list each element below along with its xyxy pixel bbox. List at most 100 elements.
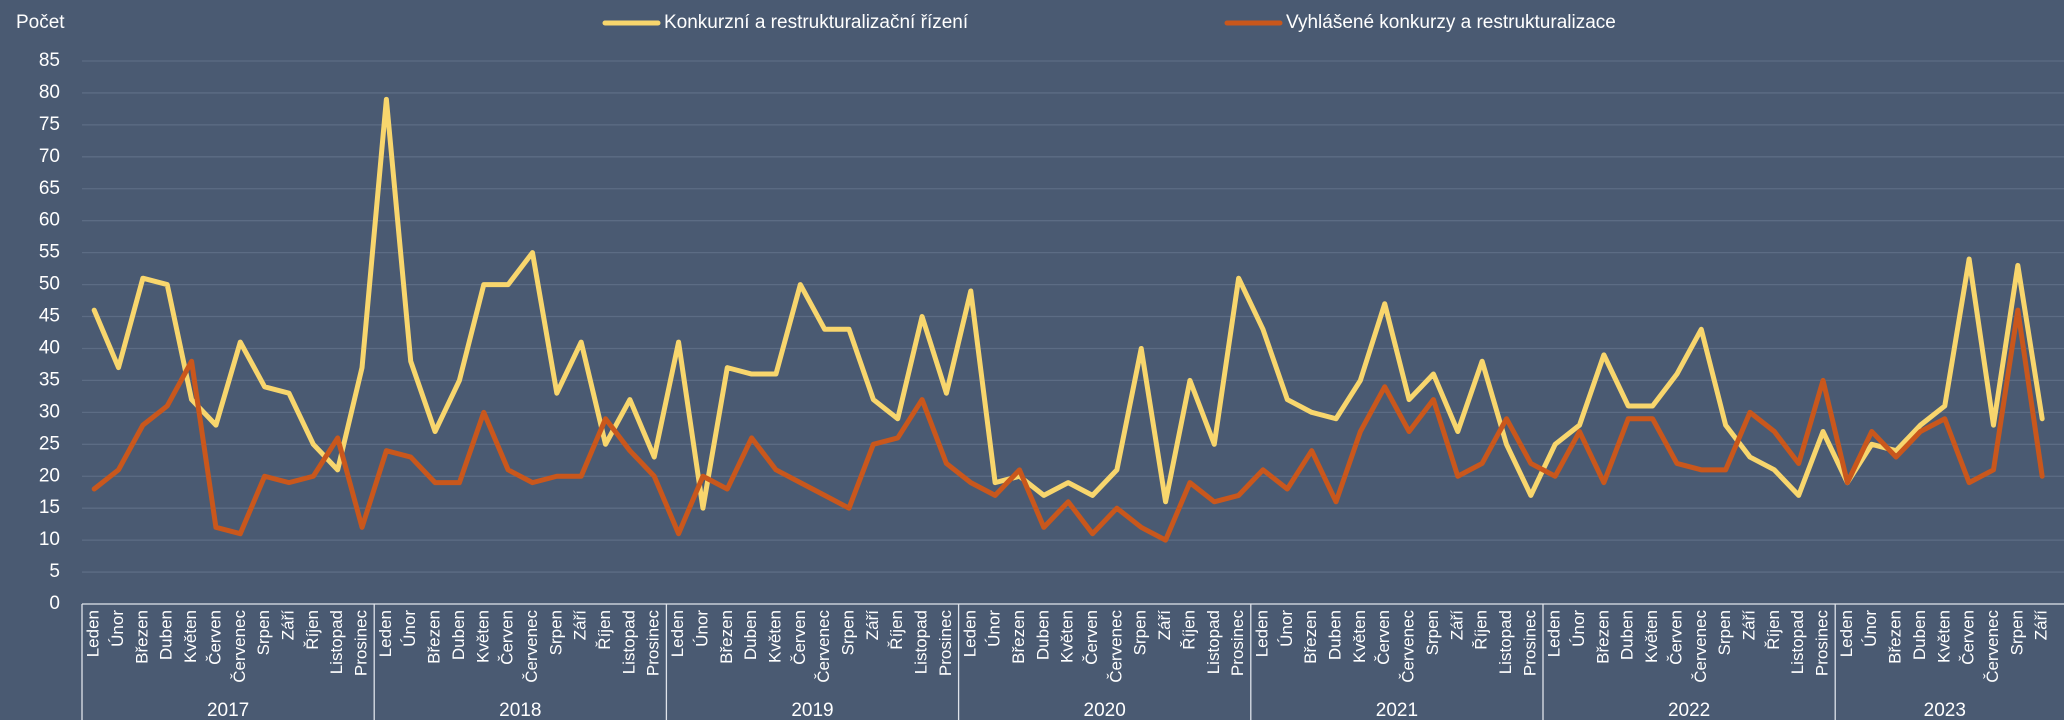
group-label: 2017 <box>207 700 249 720</box>
legend-label: Vyhlášené konkurzy a restrukturalizace <box>1286 12 1616 33</box>
series-line <box>91 96 2045 511</box>
x-tick-label: Prosinec <box>644 610 663 677</box>
x-tick-label: Srpen <box>254 610 273 655</box>
x-tick-label: Květen <box>765 610 784 663</box>
x-tick-label: Leden <box>668 610 687 657</box>
x-tick-label: Listopad <box>1788 610 1807 674</box>
y-tick-label: 35 <box>39 369 60 390</box>
x-tick-label: Květen <box>1934 610 1953 663</box>
group-label: 2021 <box>1376 700 1418 720</box>
group-label: 2022 <box>1668 700 1710 720</box>
x-tick-label: Srpen <box>1131 610 1150 655</box>
x-tick-label: Říjen <box>887 610 906 650</box>
y-tick-label: 30 <box>39 401 60 422</box>
x-tick-label: Únor <box>1569 610 1588 647</box>
x-tick-label: Březen <box>1301 610 1320 664</box>
x-tick-label: Srpen <box>546 610 565 655</box>
x-tick-label: Leden <box>1837 610 1856 657</box>
x-tick-label: Září <box>2032 610 2051 641</box>
y-tick-label: 0 <box>49 593 60 614</box>
x-tick-label: Březen <box>425 610 444 664</box>
x-tick-label: Červenec <box>1691 610 1710 683</box>
x-tick-label: Duben <box>1910 610 1929 660</box>
x-tick-label: Duben <box>1618 610 1637 660</box>
x-tick-label: Duben <box>1326 610 1345 660</box>
x-tick-label: Leden <box>84 610 103 657</box>
x-tick-label: Říjen <box>1764 610 1783 650</box>
x-tick-label: Srpen <box>1715 610 1734 655</box>
x-tick-label: Únor <box>1277 610 1296 647</box>
y-tick-label: 20 <box>39 465 60 486</box>
x-tick-label: Květen <box>1642 610 1661 663</box>
x-tick-label: Březen <box>1886 610 1905 664</box>
group-label: 2019 <box>791 700 833 720</box>
y-tick-label: 25 <box>39 433 60 454</box>
x-tick-label: Prosinec <box>1228 610 1247 677</box>
x-tick-label: Prosinec <box>936 610 955 677</box>
y-tick-label: 15 <box>39 497 60 518</box>
y-tick-label: 80 <box>39 82 60 103</box>
y-tick-label: 45 <box>39 306 60 327</box>
x-tick-label: Říjen <box>1179 610 1198 650</box>
x-tick-label: Listopad <box>912 610 931 674</box>
x-tick-label: Červenec <box>230 610 249 683</box>
y-tick-label: 55 <box>39 242 60 263</box>
x-tick-label: Červenec <box>1106 610 1125 683</box>
y-tick-label: 5 <box>49 561 60 582</box>
x-tick-label: Březen <box>132 610 151 664</box>
x-tick-label: Únor <box>400 610 419 647</box>
x-tick-label: Září <box>1447 610 1466 641</box>
x-tick-label: Září <box>863 610 882 641</box>
x-tick-label: Duben <box>157 610 176 660</box>
x-tick-label: Červen <box>1082 610 1101 665</box>
x-tick-label: Listopad <box>327 610 346 674</box>
x-tick-label: Červen <box>790 610 809 665</box>
x-tick-label: Červenec <box>1983 610 2002 683</box>
x-tick-label: Září <box>1739 610 1758 641</box>
x-tick-label: Říjen <box>303 610 322 650</box>
x-tick-label: Květen <box>1058 610 1077 663</box>
x-tick-label: Duben <box>449 610 468 660</box>
x-tick-label: Září <box>571 610 590 641</box>
legend-label: Konkurzní a restrukturalizační řízení <box>664 12 969 33</box>
y-tick-label: 85 <box>39 50 60 71</box>
x-tick-label: Únor <box>692 610 711 647</box>
x-tick-label: Prosinec <box>1520 610 1539 677</box>
y-tick-label: 40 <box>39 337 60 358</box>
x-tick-label: Březen <box>1593 610 1612 664</box>
group-label: 2018 <box>499 700 541 720</box>
x-tick-label: Září <box>1155 610 1174 641</box>
x-tick-label: Květen <box>473 610 492 663</box>
group-label: 2023 <box>1924 700 1966 720</box>
x-tick-label: Leden <box>1252 610 1271 657</box>
x-tick-label: Říjen <box>595 610 614 650</box>
y-tick-label: 50 <box>39 274 60 295</box>
x-tick-label: Březen <box>1009 610 1028 664</box>
x-tick-label: Srpen <box>839 610 858 655</box>
x-tick-label: Prosinec <box>1813 610 1832 677</box>
x-tick-label: Únor <box>108 610 127 647</box>
x-tick-label: Květen <box>1350 610 1369 663</box>
x-tick-label: Leden <box>960 610 979 657</box>
x-tick-label: Duben <box>1033 610 1052 660</box>
x-tick-label: Srpen <box>1423 610 1442 655</box>
x-tick-label: Červen <box>205 610 224 665</box>
x-tick-label: Červen <box>1959 610 1978 665</box>
x-tick-label: Září <box>278 610 297 641</box>
y-tick-label: 70 <box>39 146 60 167</box>
x-tick-label: Listopad <box>619 610 638 674</box>
x-tick-label: Červenec <box>1399 610 1418 683</box>
x-tick-label: Červenec <box>814 610 833 683</box>
y-tick-label: 10 <box>39 529 60 550</box>
x-tick-label: Červen <box>1666 610 1685 665</box>
x-tick-label: Duben <box>741 610 760 660</box>
x-tick-label: Říjen <box>1472 610 1491 650</box>
group-label: 2020 <box>1084 700 1126 720</box>
x-tick-label: Červenec <box>522 610 541 683</box>
x-tick-label: Listopad <box>1496 610 1515 674</box>
x-tick-label: Březen <box>717 610 736 664</box>
x-tick-label: Květen <box>181 610 200 663</box>
x-tick-label: Leden <box>376 610 395 657</box>
y-tick-label: 65 <box>39 178 60 199</box>
